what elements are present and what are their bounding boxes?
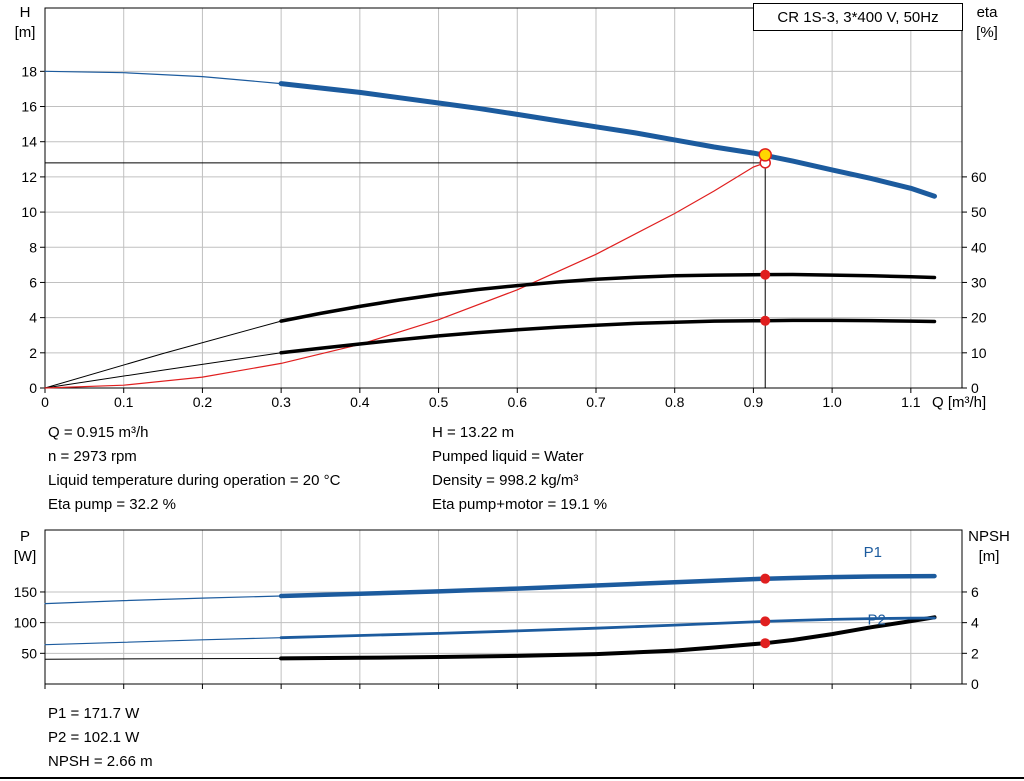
info-line-liquid-temp: Liquid temperature during operation = 20…	[48, 472, 341, 489]
x-axis-tick-label: 1.0	[822, 394, 842, 410]
info-line-eta-pump-motor: Eta pump+motor = 19.1 %	[432, 496, 608, 513]
left-axis-tick-label: 10	[21, 204, 37, 220]
curve-p2-ext	[44, 637, 282, 646]
curve-p1	[278, 573, 937, 599]
npsh-axis-unit: [m]	[978, 548, 1000, 565]
right-axis-tick-label: 20	[971, 310, 987, 326]
duty-curve-dot	[760, 616, 771, 627]
x-axis-tick-label: 0.5	[429, 394, 449, 410]
left-axis-tick-label: 4	[29, 310, 37, 326]
right-axis-tick-label: 30	[971, 274, 987, 290]
x-axis-tick-label: 0.6	[508, 394, 528, 410]
x-axis-tick-label: 0.3	[271, 394, 291, 410]
eta-axis-symbol: eta	[976, 4, 998, 21]
curve-system-curve	[44, 162, 766, 389]
p-axis-label: P [W]	[6, 527, 44, 567]
x-axis-tick-label: 0.4	[350, 394, 370, 410]
left-axis-tick-label: 8	[29, 239, 37, 255]
info-line-eta-pump: Eta pump = 32.2 %	[48, 496, 176, 513]
curve-p1-ext	[44, 595, 282, 605]
duty-point-marker[interactable]	[758, 148, 772, 162]
duty-curve-dot	[760, 269, 771, 280]
curve-qh-ext	[44, 70, 282, 85]
left-axis-tick-label: 2	[29, 345, 37, 361]
x-axis-tick-label: 1.1	[901, 394, 921, 410]
h-axis-label: H [m]	[6, 3, 44, 43]
duty-curve-dot	[760, 315, 771, 326]
curve-npsh-ext	[44, 657, 282, 660]
npsh-axis-label: NPSH [m]	[960, 527, 1018, 567]
info-line-p2: P2 = 102.1 W	[48, 729, 140, 746]
right-axis-tick-label: 4	[971, 615, 979, 631]
right-axis-tick-label: 10	[971, 345, 987, 361]
x-axis-tick-label: 0.9	[744, 394, 764, 410]
left-axis-tick-label: 50	[21, 645, 37, 661]
h-axis-unit: [m]	[14, 24, 36, 41]
left-axis-tick-label: 0	[29, 380, 37, 396]
right-axis-tick-label: 40	[971, 239, 987, 255]
left-axis-tick-label: 150	[14, 584, 38, 600]
info-line-q: Q = 0.915 m³/h	[48, 424, 149, 441]
x-axis-tick-label: 0.8	[665, 394, 685, 410]
left-axis-tick-label: 6	[29, 274, 37, 290]
info-line-speed: n = 2973 rpm	[48, 448, 137, 465]
x-axis-tick-label: 0.1	[114, 394, 134, 410]
x-axis-tick-label: 0.2	[193, 394, 213, 410]
left-axis-tick-label: 12	[21, 169, 37, 185]
curve-eta-pump-motor	[279, 318, 937, 355]
p-axis-unit: [W]	[13, 548, 37, 565]
right-axis-tick-label: 50	[971, 204, 987, 220]
curve-npsh	[279, 615, 937, 661]
duty-info-left-column: Q = 0.915 m³/h n = 2973 rpm Liquid tempe…	[48, 421, 340, 517]
bottom-divider	[0, 777, 1024, 779]
info-line-density: Density = 998.2 kg/m³	[432, 472, 579, 489]
npsh-axis-symbol: NPSH	[968, 528, 1010, 545]
left-axis-tick-label: 14	[21, 134, 37, 150]
info-line-h: H = 13.22 m	[432, 424, 515, 441]
plot-border	[44, 7, 963, 389]
power-info-block: P1 = 171.7 W P2 = 102.1 W NPSH = 2.66 m	[48, 702, 153, 774]
eta-axis-label: eta [%]	[962, 3, 1012, 43]
curve-qh	[278, 81, 937, 199]
curve-name-label-p1: P1	[864, 544, 882, 561]
x-axis-tick-label: 0	[41, 394, 49, 410]
right-axis-tick-label: 0	[971, 676, 979, 692]
right-axis-tick-label: 2	[971, 645, 979, 661]
eta-axis-unit: [%]	[976, 24, 998, 41]
duty-info-right-column: H = 13.22 m Pumped liquid = Water Densit…	[432, 421, 607, 517]
curve-eta-pump-ext	[44, 320, 282, 389]
p-axis-symbol: P	[19, 528, 30, 545]
curve-p2	[279, 616, 936, 640]
right-axis-tick-label: 6	[971, 584, 979, 600]
pump-title-box: CR 1S-3, 3*400 V, 50Hz	[753, 3, 963, 31]
info-line-p1: P1 = 171.7 W	[48, 705, 140, 722]
left-axis-tick-label: 18	[21, 63, 37, 79]
qh-eta-chart-svg: 0 2 4 6 8 10 12 14 16 18 0 10 20 30 40 50 60 0 0.1 0.2 0.3 0.…	[21, 7, 987, 410]
plot-border	[44, 529, 963, 685]
info-line-npsh: NPSH = 2.66 m	[48, 753, 153, 770]
duty-curve-dot	[760, 638, 771, 649]
power-npsh-chart-svg: 50 100 150 0 2 4 6 P1 P2	[14, 529, 979, 692]
duty-curve-dot	[760, 573, 771, 584]
curve-eta-pump-motor-ext	[44, 352, 282, 389]
left-axis-tick-label: 16	[21, 99, 37, 115]
curve-name-label-p2: P2	[868, 611, 886, 628]
right-axis-tick-label: 0	[971, 380, 979, 396]
h-axis-symbol: H	[19, 4, 31, 21]
curve-eta-pump	[279, 272, 937, 323]
q-axis-label: Q [m³/h]	[932, 394, 987, 411]
left-axis-tick-label: 100	[14, 615, 38, 631]
info-line-pumped-liquid: Pumped liquid = Water	[432, 448, 584, 465]
right-axis-tick-label: 60	[971, 169, 987, 185]
x-axis-tick-label: 0.7	[586, 394, 606, 410]
